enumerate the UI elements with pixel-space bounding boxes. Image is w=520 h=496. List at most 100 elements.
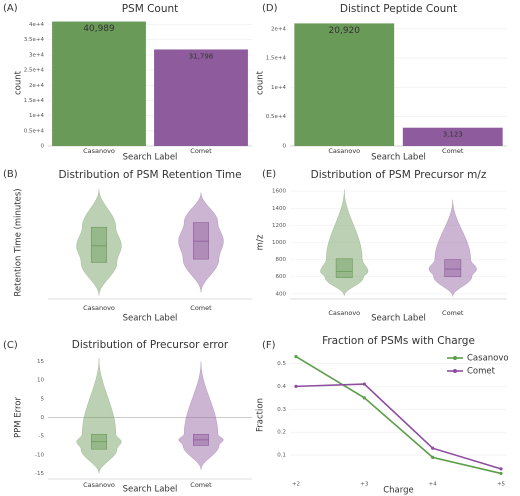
y-tick-label: 5 bbox=[41, 396, 45, 402]
x-axis-label: Charge bbox=[383, 486, 414, 496]
x-axis-label: Search Label bbox=[371, 153, 426, 163]
bar bbox=[294, 23, 395, 146]
x-axis-label: Search Label bbox=[371, 314, 426, 324]
value-label: 31,798 bbox=[189, 52, 214, 60]
y-tick-label: 1600 bbox=[272, 189, 286, 195]
box bbox=[91, 226, 107, 263]
x-tick-label: Comet bbox=[190, 481, 212, 489]
chart-title: Fraction of PSMs with Charge bbox=[322, 335, 475, 347]
box bbox=[335, 258, 353, 278]
y-tick-label: 4e+4 bbox=[29, 22, 44, 28]
x-tick-label: Casanovo bbox=[328, 147, 360, 155]
y-tick-label: 0.5e+4 bbox=[266, 114, 287, 120]
x-tick-label: Casanovo bbox=[83, 304, 115, 312]
panel-label: (B) bbox=[3, 169, 18, 180]
y-axis-label: PPM Error bbox=[14, 396, 24, 438]
violin bbox=[428, 199, 477, 297]
x-tick-label: +3 bbox=[360, 482, 369, 488]
legend-label: Casanovo bbox=[467, 354, 509, 364]
y-tick-label: 0.3 bbox=[277, 407, 286, 413]
x-tick-label: Casanovo bbox=[328, 309, 360, 317]
value-label: 3,123 bbox=[443, 131, 463, 139]
x-axis-label: Search Label bbox=[123, 485, 178, 495]
point bbox=[294, 384, 298, 388]
bar bbox=[402, 127, 503, 146]
x-tick-label: Comet bbox=[190, 304, 212, 312]
point bbox=[294, 354, 298, 359]
value-label: 40,989 bbox=[83, 24, 115, 34]
bar bbox=[154, 49, 248, 146]
y-tick-label: 0 bbox=[41, 144, 45, 150]
x-tick-label: Casanovo bbox=[83, 481, 115, 489]
violin bbox=[178, 192, 224, 293]
y-tick-label: 1000 bbox=[272, 240, 286, 246]
y-tick-label: 1.5e+4 bbox=[266, 56, 287, 62]
y-axis-label: Retention Time (minutes) bbox=[14, 188, 24, 296]
y-tick-label: 3.5e+4 bbox=[24, 37, 45, 43]
y-tick-label: 2e+4 bbox=[271, 26, 286, 32]
y-axis-label: count bbox=[14, 70, 24, 95]
x-tick-label: +5 bbox=[497, 482, 506, 488]
y-tick-label: 0.4 bbox=[277, 384, 286, 390]
line bbox=[295, 355, 502, 475]
chart-title: Distribution of PSM Retention Time bbox=[58, 169, 241, 181]
y-tick-label: 0 bbox=[41, 415, 45, 421]
y-tick-label: 0.1 bbox=[277, 453, 286, 459]
chart-title: Distinct Peptide Count bbox=[340, 3, 457, 15]
y-axis-label: m/z bbox=[256, 234, 266, 250]
y-tick-label: 15 bbox=[37, 359, 44, 365]
x-axis-label: Search Label bbox=[123, 153, 178, 163]
panel-label: (E) bbox=[262, 169, 276, 180]
point bbox=[499, 471, 503, 476]
bar bbox=[52, 21, 146, 147]
y-tick-label: 1200 bbox=[272, 223, 286, 229]
legend-marker bbox=[453, 356, 457, 360]
x-tick-label: +4 bbox=[429, 482, 438, 488]
point bbox=[431, 455, 435, 459]
x-axis-label: Search Label bbox=[123, 314, 178, 324]
violin bbox=[178, 361, 224, 470]
y-tick-label: 3e+4 bbox=[29, 52, 44, 58]
panel-label: (C) bbox=[3, 340, 18, 351]
y-tick-label: 1e+4 bbox=[271, 85, 286, 91]
y-tick-label: 0.5 bbox=[277, 361, 286, 367]
y-axis-label: Fraction bbox=[256, 398, 266, 432]
y-tick-label: 1e+4 bbox=[29, 113, 44, 119]
point bbox=[362, 396, 366, 400]
point bbox=[431, 446, 435, 450]
y-tick-label: 0.2 bbox=[277, 430, 286, 436]
y-tick-label: -15 bbox=[35, 471, 44, 477]
y-tick-label: -5 bbox=[39, 434, 45, 440]
panel-label: (F) bbox=[262, 340, 276, 351]
violin bbox=[76, 189, 122, 296]
x-tick-label: Comet bbox=[442, 147, 464, 155]
y-axis-label: count bbox=[256, 70, 266, 95]
point bbox=[362, 382, 366, 386]
y-tick-label: 0.5e+4 bbox=[24, 128, 45, 134]
panel-label: (A) bbox=[3, 3, 18, 14]
chart-title: Distribution of Precursor error bbox=[72, 339, 229, 351]
y-tick-label: 10 bbox=[37, 378, 44, 384]
chart-title: Distribution of PSM Precursor m/z bbox=[311, 169, 487, 181]
y-tick-label: -10 bbox=[35, 452, 44, 458]
y-tick-label: 2.5e+4 bbox=[24, 68, 45, 74]
legend-label: Comet bbox=[467, 367, 496, 377]
box bbox=[444, 259, 462, 278]
x-tick-label: Casanovo bbox=[83, 147, 115, 155]
violin bbox=[76, 357, 122, 474]
x-tick-label: +2 bbox=[292, 482, 300, 488]
y-tick-label: 600 bbox=[276, 274, 287, 280]
line bbox=[295, 383, 502, 470]
legend-marker bbox=[453, 369, 457, 373]
point bbox=[499, 467, 503, 471]
y-tick-label: 400 bbox=[276, 291, 287, 297]
y-tick-label: 2e+4 bbox=[29, 83, 44, 89]
value-label: 20,920 bbox=[329, 26, 361, 36]
chart-title: PSM Count bbox=[122, 3, 179, 15]
y-tick-label: 1400 bbox=[272, 206, 286, 212]
x-tick-label: Comet bbox=[190, 147, 212, 155]
y-tick-label: 1.5e+4 bbox=[24, 98, 45, 104]
y-tick-label: 800 bbox=[276, 257, 287, 263]
violin bbox=[320, 189, 369, 296]
